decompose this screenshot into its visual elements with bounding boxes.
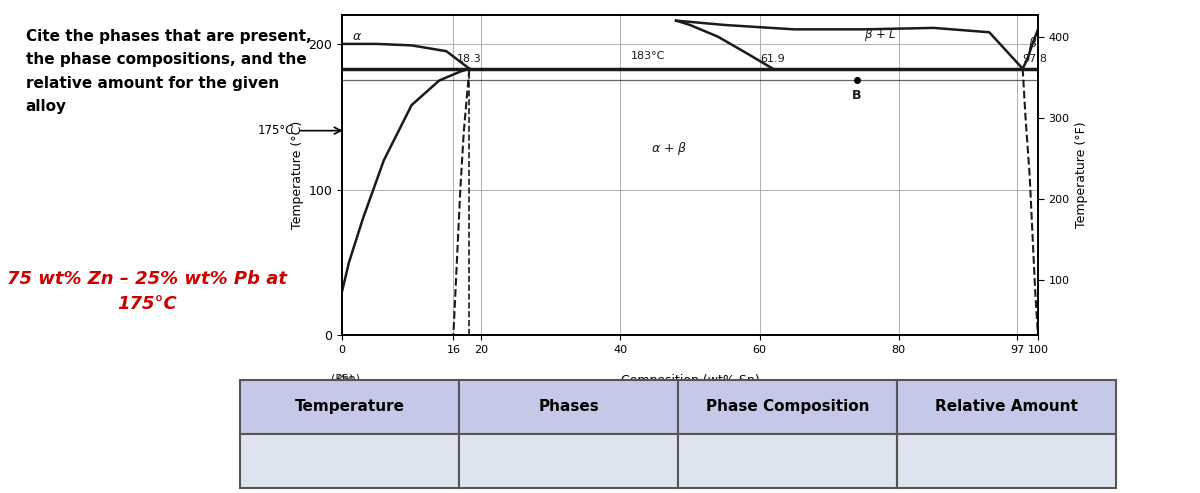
Y-axis label: Temperature (°F): Temperature (°F) (1075, 122, 1088, 228)
X-axis label: Composition (wt% Sn): Composition (wt% Sn) (620, 374, 760, 387)
Text: Cite the phases that are present,
the phase compositions, and the
relative amoun: Cite the phases that are present, the ph… (25, 29, 311, 114)
Text: (Sn): (Sn) (337, 374, 360, 384)
Text: (Pb): (Pb) (331, 374, 353, 384)
Text: $\alpha$ + $\beta$: $\alpha$ + $\beta$ (650, 141, 688, 157)
Text: 175°C: 175°C (258, 124, 294, 137)
Text: 18.3: 18.3 (457, 54, 481, 64)
Y-axis label: Temperature (°C): Temperature (°C) (292, 121, 305, 229)
Text: $\beta$: $\beta$ (1027, 35, 1037, 52)
Text: 183°C: 183°C (631, 51, 666, 62)
Text: 75 wt% Zn – 25% wt% Pb at
175°C: 75 wt% Zn – 25% wt% Pb at 175°C (7, 270, 287, 313)
Text: $\beta$ + $L$: $\beta$ + $L$ (864, 27, 896, 43)
Text: 97.8: 97.8 (1022, 54, 1048, 64)
Text: $\alpha$: $\alpha$ (353, 30, 362, 43)
Text: B: B (852, 89, 862, 102)
Text: 61.9: 61.9 (761, 54, 785, 64)
